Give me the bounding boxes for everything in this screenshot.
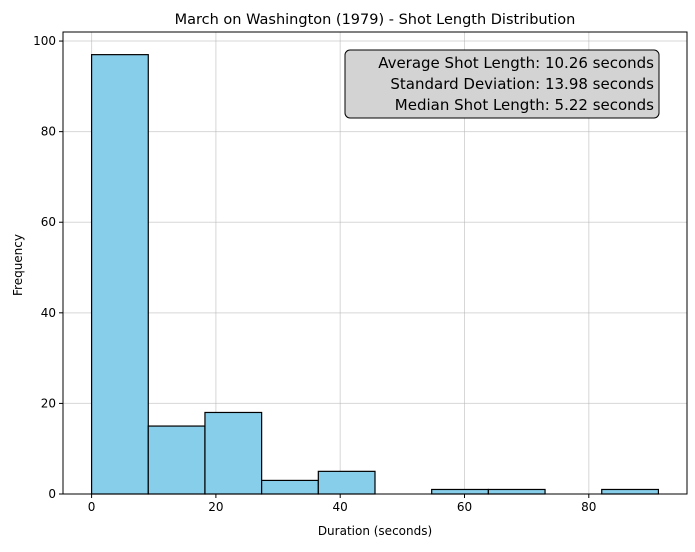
histogram-bar [601,488,660,495]
y-tick-label: 80 [41,125,56,139]
x-tick-label: 60 [457,500,472,514]
annotation-std-dev: Standard Deviation: 13.98 seconds [390,75,654,93]
x-tick-label: 0 [88,500,96,514]
grid [63,32,687,495]
histogram-bar [90,54,149,495]
x-tick-label: 80 [581,500,596,514]
y-tick-label: 100 [33,34,56,48]
x-axis-label: Duration (seconds) [318,524,432,538]
histogram-bar [431,488,489,495]
annotation-average: Average Shot Length: 10.26 seconds [378,54,654,72]
annotation-median: Median Shot Length: 5.22 seconds [395,96,654,114]
chart-title: March on Washington (1979) - Shot Length… [175,12,576,28]
y-axis-label: Frequency [11,234,25,296]
y-tick-label: 20 [41,396,56,410]
x-tick-label: 20 [208,500,223,514]
stats-annotation: Average Shot Length: 10.26 seconds Stand… [344,49,660,119]
y-tick-label: 60 [41,215,56,229]
y-tick-label: 0 [48,487,56,501]
histogram-bars [90,54,660,495]
histogram-bar [317,470,376,495]
y-tick-label: 40 [41,306,56,320]
x-tick-label: 40 [333,500,348,514]
plot-frame [62,31,688,495]
histogram-bar [147,425,206,495]
axis-ticks: 0 20 40 60 80 0 20 40 60 80 100 [33,34,596,514]
annotation-box-background [344,49,660,119]
histogram-bar [204,411,263,495]
histogram-bar [487,488,546,495]
histogram-bar [261,479,319,495]
